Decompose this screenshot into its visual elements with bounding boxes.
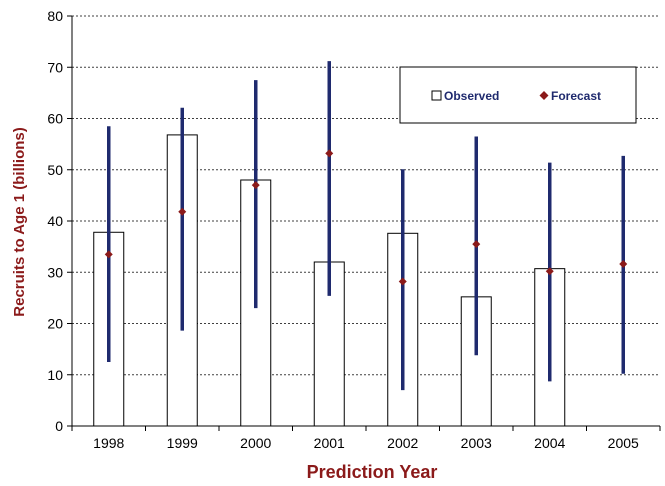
x-tick-label-1999: 1999	[167, 435, 198, 451]
x-tick-label-2000: 2000	[240, 435, 271, 451]
forecast-marker-2001	[325, 149, 334, 158]
forecast-markers	[104, 149, 628, 286]
legend-forecast-label: Forecast	[551, 89, 601, 103]
x-tick-label-2005: 2005	[608, 435, 639, 451]
legend: Observed Forecast	[399, 66, 637, 124]
forecast-marker-2004	[545, 267, 554, 276]
forecast-marker-2002	[398, 277, 407, 286]
y-axis-title: Recruits to Age 1 (billions)	[11, 127, 28, 316]
forecast-marker-2000	[251, 181, 260, 190]
y-tick-label-20: 20	[47, 316, 63, 332]
y-tick-label-10: 10	[47, 367, 63, 383]
y-tick-label-30: 30	[47, 264, 63, 280]
legend-forecast-marker	[539, 91, 549, 100]
y-tick-label-70: 70	[47, 59, 63, 75]
y-tick-label-0: 0	[55, 418, 63, 434]
forecast-marker-1998	[104, 250, 113, 259]
axes: 0 10 20 30 40 50 60 70 80 1998 1999 2000 2001 2002 200…	[47, 8, 661, 451]
x-tick-label-2004: 2004	[534, 435, 565, 451]
x-tick-label-2002: 2002	[387, 435, 418, 451]
x-tick-label-2001: 2001	[314, 435, 345, 451]
y-tick-label-80: 80	[47, 8, 63, 24]
x-tick-label-1998: 1998	[93, 435, 124, 451]
legend-observed-swatch	[431, 90, 442, 101]
forecast-marker-1999	[178, 207, 187, 216]
y-tick-label-60: 60	[47, 111, 63, 127]
x-tick-label-2003: 2003	[461, 435, 492, 451]
legend-observed-label: Observed	[444, 89, 499, 103]
forecast-marker-2003	[472, 240, 481, 249]
y-tick-label-50: 50	[47, 162, 63, 178]
x-axis-title: Prediction Year	[307, 462, 438, 482]
y-tick-label-40: 40	[47, 213, 63, 229]
forecast-marker-2005	[619, 260, 628, 269]
